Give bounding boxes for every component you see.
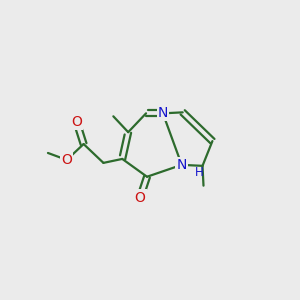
Text: N: N: [176, 158, 187, 172]
Text: O: O: [135, 190, 146, 205]
Text: O: O: [71, 115, 82, 129]
Text: N: N: [158, 106, 168, 120]
Text: H: H: [195, 166, 204, 179]
Text: O: O: [61, 153, 72, 167]
